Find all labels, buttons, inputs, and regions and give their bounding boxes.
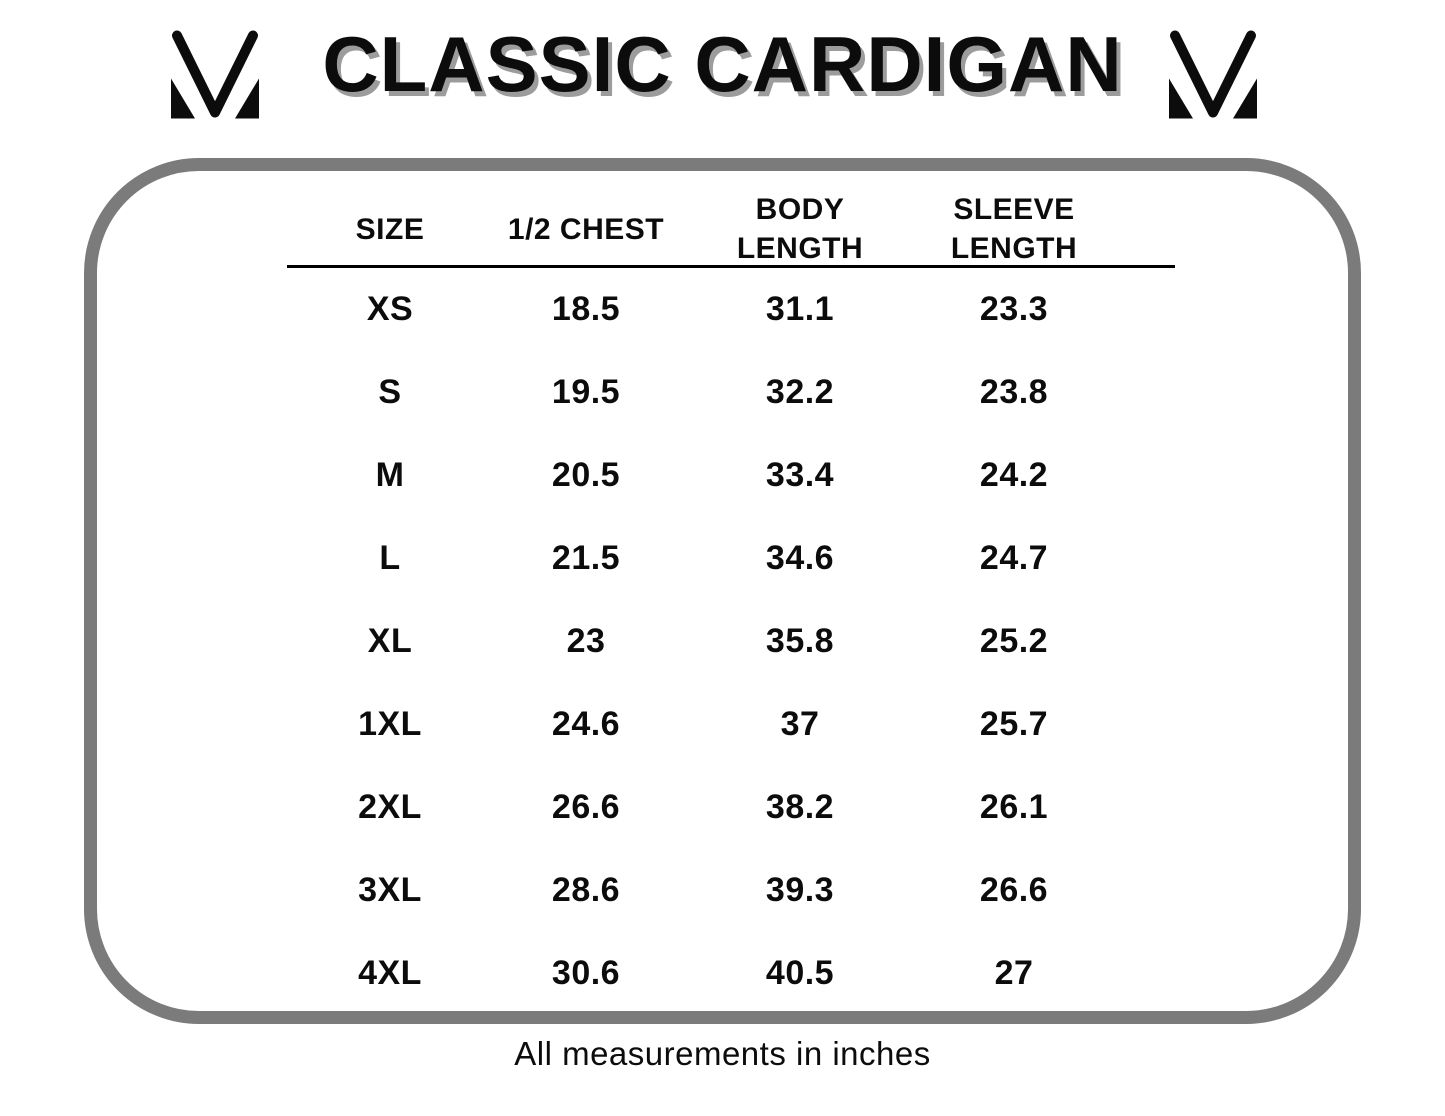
cell-half-chest: 20.5	[551, 456, 621, 494]
table-header-row: SIZE 1/2 CHEST BODY LENGTH SLEEVE LENGTH	[287, 190, 1175, 265]
cell-size: 1XL	[358, 705, 422, 743]
cell-size: 3XL	[358, 871, 422, 909]
column-header-half-chest: 1/2 CHEST	[493, 210, 679, 249]
cell-half-chest: 30.6	[551, 954, 621, 992]
cell-size: 2XL	[358, 788, 422, 826]
cell-sleeve-length: 25.2	[979, 622, 1049, 660]
cell-size: S	[378, 373, 402, 411]
cell-body-length: 38.2	[765, 788, 835, 826]
table-row-xl: XL 23 35.8 25.2	[287, 600, 1175, 683]
table-row-1xl: 1XL 24.6 37 25.7	[287, 683, 1175, 766]
cell-body-length: 32.2	[765, 373, 835, 411]
header-divider	[287, 265, 1175, 268]
cell-body-length: 40.5	[765, 954, 835, 992]
cell-half-chest: 28.6	[551, 871, 621, 909]
column-header-line: LENGTH	[736, 232, 864, 265]
table-row-4xl: 4XL 30.6 40.5 27	[287, 932, 1175, 1015]
cell-size: XL	[367, 622, 413, 660]
cell-half-chest: 23	[566, 622, 606, 660]
cell-sleeve-length: 27	[994, 954, 1034, 992]
page-title: CLASSIC CARDIGAN	[322, 20, 1123, 108]
cell-half-chest: 21.5	[551, 539, 621, 577]
cell-size: L	[379, 539, 401, 577]
cell-size: M	[375, 456, 405, 494]
cell-size: XS	[366, 290, 414, 328]
cell-half-chest: 26.6	[551, 788, 621, 826]
cell-sleeve-length: 24.7	[979, 539, 1049, 577]
cell-sleeve-length: 23.3	[979, 290, 1049, 328]
cell-body-length: 35.8	[765, 622, 835, 660]
cell-body-length: 39.3	[765, 871, 835, 909]
table-row-m: M 20.5 33.4 24.2	[287, 434, 1175, 517]
cell-size: 4XL	[358, 954, 422, 992]
cell-body-length: 31.1	[765, 290, 835, 328]
table-row-3xl: 3XL 28.6 39.3 26.6	[287, 849, 1175, 932]
cell-sleeve-length: 26.6	[979, 871, 1049, 909]
column-header-body-length: BODY LENGTH	[679, 190, 921, 268]
column-header-sleeve-length: SLEEVE LENGTH	[921, 190, 1107, 268]
column-header-line: 1/2 CHEST	[507, 212, 665, 246]
column-header-line: BODY	[755, 193, 845, 226]
column-header-size: SIZE	[287, 210, 493, 249]
column-header-line: SLEEVE	[953, 193, 1075, 226]
column-header-line: LENGTH	[950, 232, 1078, 265]
cell-half-chest: 24.6	[551, 705, 621, 743]
cell-sleeve-length: 23.8	[979, 373, 1049, 411]
brand-monogram-icon	[1169, 30, 1257, 119]
units-note: All measurements in inches	[514, 1035, 931, 1072]
size-chart-frame: SIZE 1/2 CHEST BODY LENGTH SLEEVE LENGTH	[84, 158, 1361, 1024]
cell-half-chest: 19.5	[551, 373, 621, 411]
table-row-xs: XS 18.5 31.1 23.3	[287, 268, 1175, 351]
table-row-2xl: 2XL 26.6 38.2 26.1	[287, 766, 1175, 849]
cell-half-chest: 18.5	[551, 290, 621, 328]
cell-sleeve-length: 24.2	[979, 456, 1049, 494]
cell-body-length: 37	[780, 705, 820, 743]
table-row-s: S 19.5 32.2 23.8	[287, 351, 1175, 434]
column-header-line: SIZE	[355, 212, 425, 246]
cell-sleeve-length: 26.1	[979, 788, 1049, 826]
cell-sleeve-length: 25.7	[979, 705, 1049, 743]
size-table: SIZE 1/2 CHEST BODY LENGTH SLEEVE LENGTH	[287, 190, 1175, 1015]
table-row-l: L 21.5 34.6 24.7	[287, 517, 1175, 600]
brand-monogram-icon	[171, 30, 259, 119]
cell-body-length: 33.4	[765, 456, 835, 494]
cell-body-length: 34.6	[765, 539, 835, 577]
